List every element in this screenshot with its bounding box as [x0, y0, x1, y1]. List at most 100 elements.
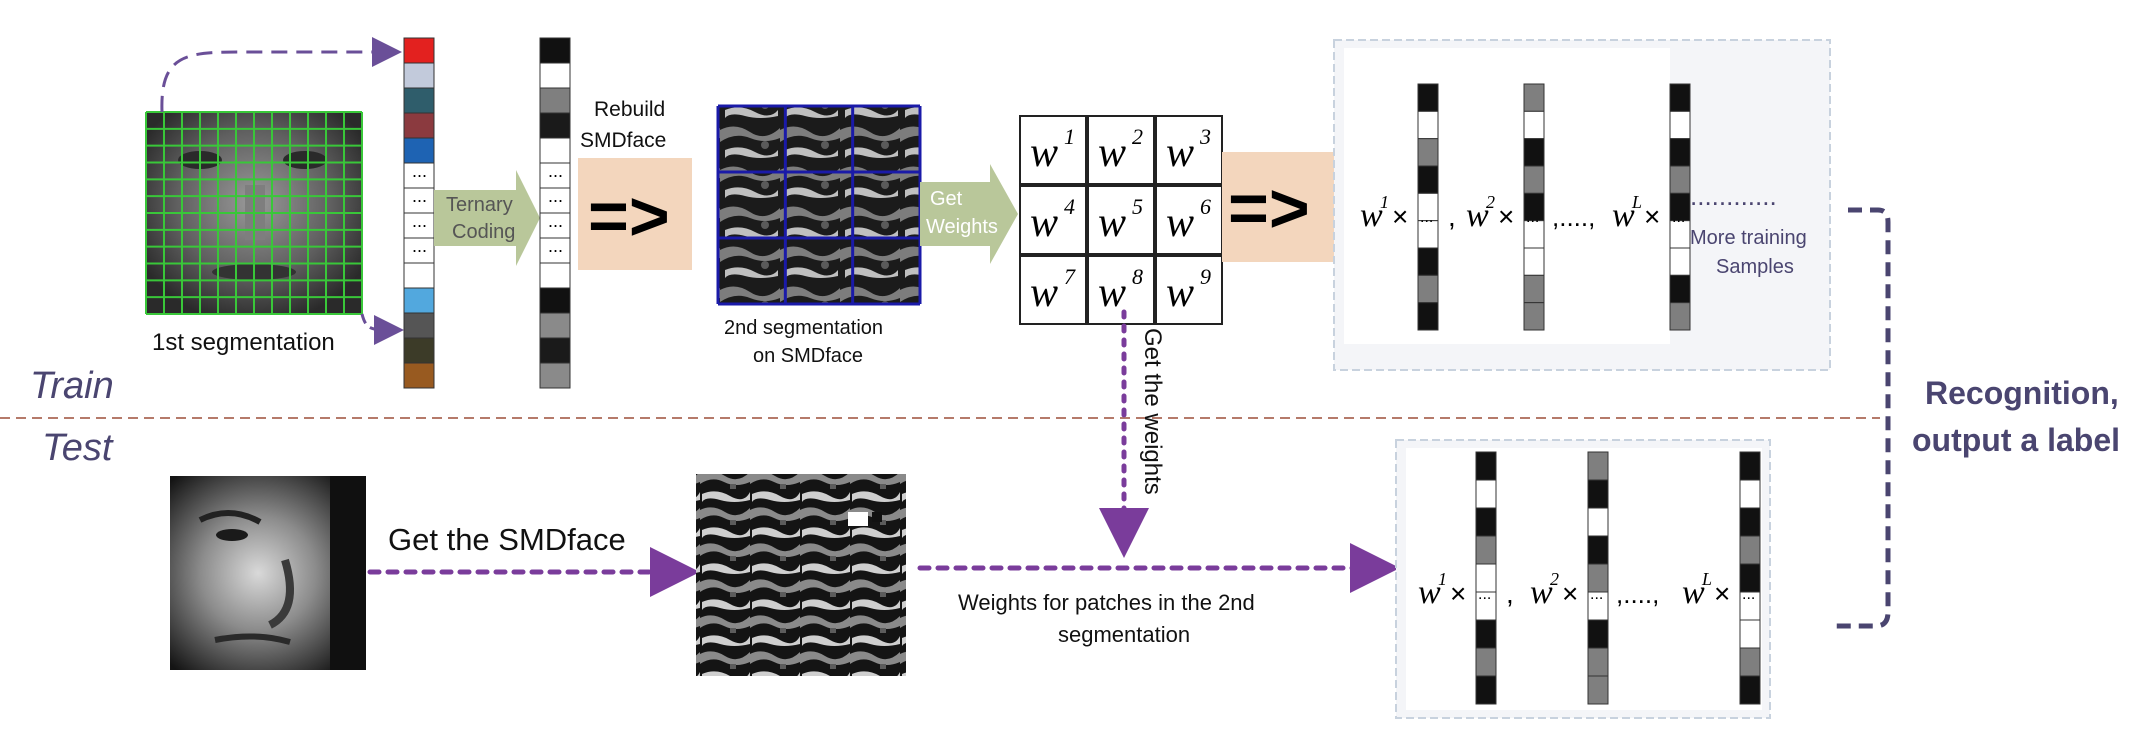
bottom-dashed-arrow — [360, 313, 404, 345]
train-formula-times: × — [1498, 201, 1514, 232]
test-formula-bar-cell — [1587, 535, 1609, 565]
weights-caption-line1: Weights for patches in the 2nd — [958, 590, 1255, 615]
train-formula-times: × — [1644, 201, 1660, 232]
test-formula-sup: 1 — [1438, 569, 1447, 589]
train-formula-bar-cell — [1417, 302, 1439, 331]
weight-cell — [1155, 185, 1223, 255]
test-formula-bar-dots: ... — [1742, 586, 1755, 603]
weight-symbol: w — [1030, 200, 1058, 246]
weight-cell — [1019, 115, 1087, 185]
get-weights-arrow — [920, 164, 1018, 264]
train-formula-bar-cell — [1523, 274, 1545, 304]
test-formula-bar-dots: ... — [1590, 586, 1603, 603]
test-formula-bar-cell — [1739, 619, 1761, 649]
train-formula-bar-dots: ... — [1672, 209, 1685, 226]
gray-vector-cell — [539, 237, 571, 264]
weight-superscript: 1 — [1064, 124, 1075, 149]
train-formula-w: w — [1360, 197, 1383, 234]
gray-vector-cell — [539, 62, 571, 89]
test-formula-w: w — [1418, 574, 1441, 611]
training-formula-area — [1344, 48, 1670, 344]
first-segmentation-label: 1st segmentation — [152, 329, 335, 356]
train-formula-bar-cell — [1417, 247, 1439, 276]
test-formula-bar-cell — [1739, 507, 1761, 537]
train-formula-bar-cell — [1669, 302, 1691, 331]
gray-vector-cell — [539, 37, 571, 64]
train-formula-bar-cell — [1523, 247, 1545, 276]
train-formula-bar-cell — [1669, 138, 1691, 167]
test-formula-bar-cell — [1587, 619, 1609, 649]
rebuild-arrow-symbol: => — [588, 177, 670, 255]
test-formula-bar-cell — [1739, 451, 1761, 481]
weight-cell — [1087, 115, 1155, 185]
gray-vector-cell — [539, 87, 571, 114]
train-formula-bar-cell — [1523, 165, 1545, 194]
more-samples-line1: More training — [1690, 227, 1807, 249]
color-vector-cell — [403, 262, 435, 289]
weight-symbol: w — [1098, 200, 1126, 246]
train-formula-bar-cell — [1417, 83, 1439, 112]
more-samples-line2: Samples — [1716, 256, 1794, 278]
test-smdface-image — [696, 474, 906, 676]
face-grid — [145, 111, 363, 315]
weight-superscript: 3 — [1199, 124, 1211, 149]
weight-cell — [1087, 185, 1155, 255]
color-vector-cell — [403, 237, 435, 264]
weight-symbol: w — [1166, 270, 1194, 316]
rebuild-line2: SMDface — [580, 129, 666, 152]
color-vector-cell — [403, 362, 435, 389]
color-vector-dots: ... — [412, 236, 427, 256]
color-vector-cell — [403, 162, 435, 189]
gray-vector-cell — [539, 362, 571, 389]
weight-superscript: 4 — [1064, 194, 1075, 219]
top-dashed-arrow — [160, 37, 402, 113]
train-formula-bar-cell — [1417, 138, 1439, 167]
gray-vector-cell — [539, 312, 571, 339]
train-formula-bar-cell — [1523, 138, 1545, 167]
test-formula-bar-cell — [1739, 675, 1761, 705]
weight-cell — [1019, 255, 1087, 325]
test-formula-bar-cell — [1739, 479, 1761, 509]
test-formula-bar-cell — [1475, 619, 1497, 649]
weight-superscript: 2 — [1132, 124, 1143, 149]
get-the-weights-label: Get the weights — [1139, 328, 1166, 495]
train-formula-sup: 2 — [1486, 192, 1495, 212]
train-formula-comma: , — [1448, 201, 1456, 232]
train-formula-sup: 1 — [1380, 192, 1389, 212]
weight-superscript: 9 — [1200, 264, 1211, 289]
train-formula-bar-cell — [1523, 83, 1545, 112]
test-formula-bar-cell — [1587, 647, 1609, 677]
train-face-image — [145, 111, 363, 315]
test-formula-bar-dots: ... — [1478, 586, 1491, 603]
test-formula-bar-cell — [1739, 647, 1761, 677]
get-smdface-label: Get the SMDface — [388, 522, 626, 557]
test-formula-bar-cell — [1739, 535, 1761, 565]
weight-symbol: w — [1030, 130, 1058, 176]
weight-cell — [1019, 185, 1087, 255]
test-formula-bar-cell — [1475, 647, 1497, 677]
test-formula-bar-cell — [1475, 451, 1497, 481]
train-formula-bar-cell — [1669, 165, 1691, 194]
weights-arrow-symbol: => — [1228, 169, 1310, 247]
train-formula-sup: L — [1631, 192, 1642, 212]
weight-cell — [1087, 255, 1155, 325]
color-vector-cell — [403, 137, 435, 164]
color-vector-cell — [403, 287, 435, 314]
gray-vector-cell — [539, 287, 571, 314]
train-formula-bar-dots: ... — [1526, 209, 1539, 226]
color-vector-cell — [403, 37, 435, 64]
gray-vector-cell — [539, 262, 571, 289]
color-vector-cell — [403, 62, 435, 89]
second-segmentation-grid — [716, 104, 922, 306]
train-formula-ellipsis: ,...., — [1552, 202, 1595, 232]
test-formula-w: w — [1530, 574, 1553, 611]
test-formula-times: × — [1714, 578, 1730, 609]
color-vector-cell — [403, 112, 435, 139]
ternary-coding-arrow — [434, 170, 540, 266]
gray-vector-cell — [539, 212, 571, 239]
weights-caption-line2: segmentation — [1058, 622, 1190, 647]
more-samples-dots: ............ — [1690, 181, 1777, 211]
ternary-coding-line2: Coding — [452, 221, 515, 243]
